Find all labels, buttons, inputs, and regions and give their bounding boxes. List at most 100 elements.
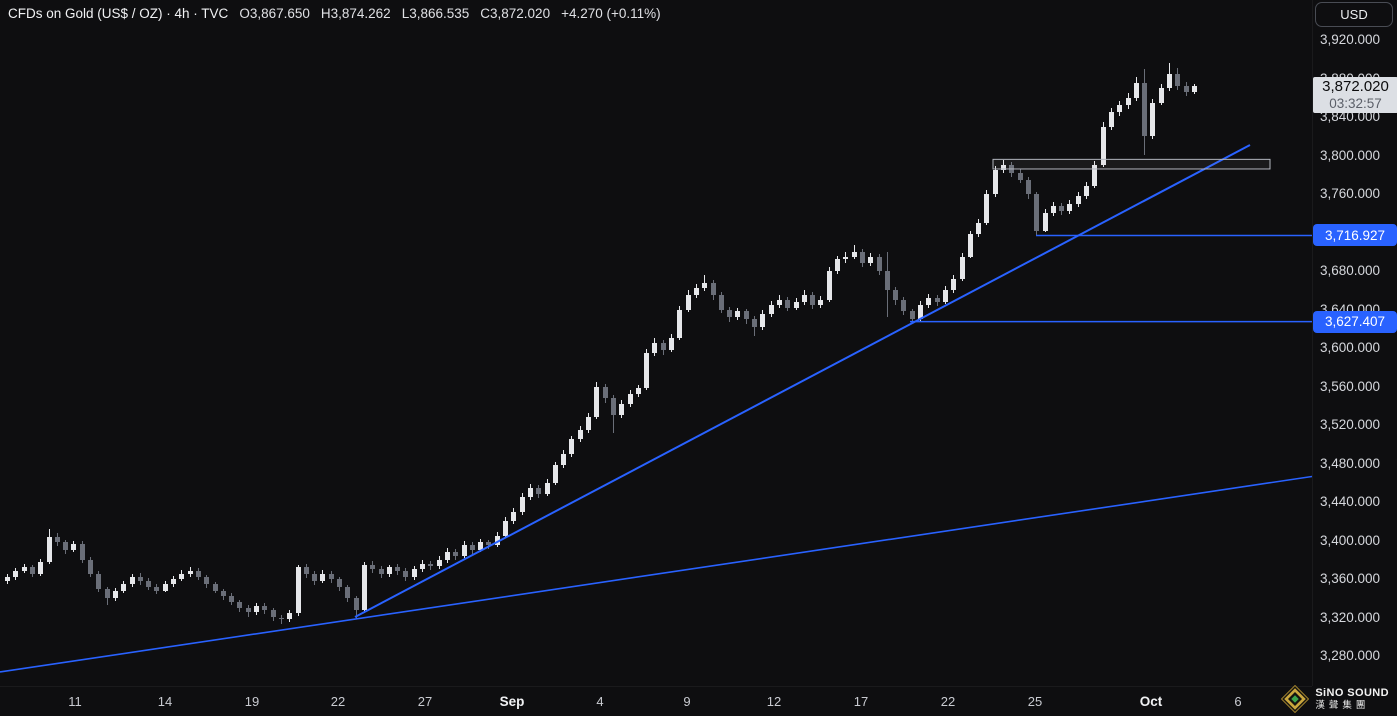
candle [436, 559, 442, 567]
candle [644, 352, 650, 389]
candle [1191, 86, 1197, 92]
candle [967, 234, 973, 257]
candle [685, 295, 691, 310]
candle [328, 574, 334, 579]
candle [428, 563, 434, 567]
candle [204, 577, 210, 584]
candle [586, 417, 591, 430]
support-level-label: 3,627.407 [1313, 310, 1397, 333]
candle [893, 290, 899, 300]
candle [818, 299, 824, 305]
candle [942, 290, 948, 302]
price-axis[interactable]: USD 3,872.020 03:32:57 3,920.0003,880.00… [1312, 0, 1397, 686]
candle [760, 314, 766, 327]
candle [63, 542, 69, 551]
candle [220, 590, 226, 597]
bar-countdown: 03:32:57 [1329, 96, 1382, 112]
candle [21, 567, 27, 572]
time-tick-label: 19 [244, 694, 260, 709]
price-change: +4.270 (+0.11%) [561, 5, 661, 21]
candle [478, 542, 484, 551]
candle [1100, 126, 1106, 166]
candle [594, 386, 600, 418]
candle [29, 567, 35, 575]
price-tick-label: 3,280.000 [1320, 648, 1381, 663]
candle [1117, 105, 1123, 113]
candle [46, 536, 52, 562]
candle [1167, 73, 1172, 89]
support-level-label: 3,716.927 [1313, 224, 1397, 247]
sino-sound-diamond-icon [1281, 685, 1310, 713]
candle [287, 612, 293, 620]
candle [79, 544, 85, 560]
candle [876, 256, 882, 271]
candle [494, 535, 500, 546]
candle [951, 278, 957, 291]
candle [527, 487, 533, 498]
candle [884, 271, 890, 291]
candle [768, 304, 774, 315]
symbol-title[interactable]: CFDs on Gold (US$ / OZ) · 4h · TVC [8, 5, 229, 21]
candle [295, 567, 301, 613]
currency-toggle-button[interactable]: USD [1315, 2, 1393, 27]
chart-drawings [0, 144, 1312, 673]
candle [171, 579, 176, 584]
candle [453, 552, 459, 556]
candle [229, 596, 235, 603]
candle [96, 574, 102, 589]
candle [1183, 86, 1189, 92]
candle [710, 282, 716, 296]
time-tick-label: 22 [330, 694, 346, 709]
candle [660, 343, 666, 350]
resistance-zone-box[interactable] [992, 158, 1271, 170]
candle [976, 222, 982, 235]
sino-sound-logo: SiNO SOUND 漢聲集團 [1281, 685, 1389, 713]
price-tick-label: 3,680.000 [1320, 263, 1381, 278]
candle [112, 590, 118, 599]
candle [1175, 73, 1181, 87]
candle [859, 251, 865, 264]
time-axis[interactable]: 11 14 19 22 27 Sep 4 9 12 17 22 25 Oct 6 [0, 686, 1312, 716]
secondary-uptrend[interactable] [0, 475, 1312, 673]
candle [254, 605, 259, 612]
candle [702, 282, 708, 289]
candle [735, 311, 741, 318]
candle [129, 577, 135, 584]
candle [195, 571, 201, 578]
candle [320, 574, 326, 581]
candle [1133, 83, 1139, 98]
time-tick-label: 17 [853, 694, 869, 709]
candle [677, 309, 683, 339]
candle [444, 552, 450, 560]
candle [1150, 102, 1156, 137]
primary-uptrend[interactable] [354, 144, 1251, 618]
candle [635, 388, 641, 395]
price-tick-label: 3,920.000 [1320, 32, 1381, 47]
candle [918, 304, 923, 320]
last-price-label: 3,872.020 03:32:57 [1313, 77, 1397, 114]
price-tick-label: 3,480.000 [1320, 455, 1381, 471]
candle [826, 271, 832, 300]
candle [420, 563, 425, 570]
ohlc-open: O3,867.650 [239, 5, 310, 21]
candle [569, 439, 575, 454]
candle [901, 299, 907, 312]
candle [270, 609, 276, 618]
candle [461, 545, 467, 556]
chart-canvas[interactable]: CFDs on Gold (US$ / OZ) · 4h · TVC O3,86… [0, 0, 1312, 686]
candle [602, 386, 608, 399]
price-tick-label: 3,760.000 [1320, 186, 1381, 201]
price-tick-label: 3,560.000 [1320, 378, 1381, 394]
candle [469, 545, 475, 551]
candle [984, 194, 990, 223]
time-tick-label: Oct [1139, 694, 1163, 709]
ohlc-low: L3,866.535 [401, 5, 470, 21]
candle [669, 338, 674, 350]
price-tick-label: 3,360.000 [1320, 571, 1381, 586]
candle [1001, 165, 1006, 170]
candle [54, 536, 60, 543]
candle [843, 256, 849, 260]
candle [1125, 97, 1131, 106]
candle [146, 580, 152, 587]
